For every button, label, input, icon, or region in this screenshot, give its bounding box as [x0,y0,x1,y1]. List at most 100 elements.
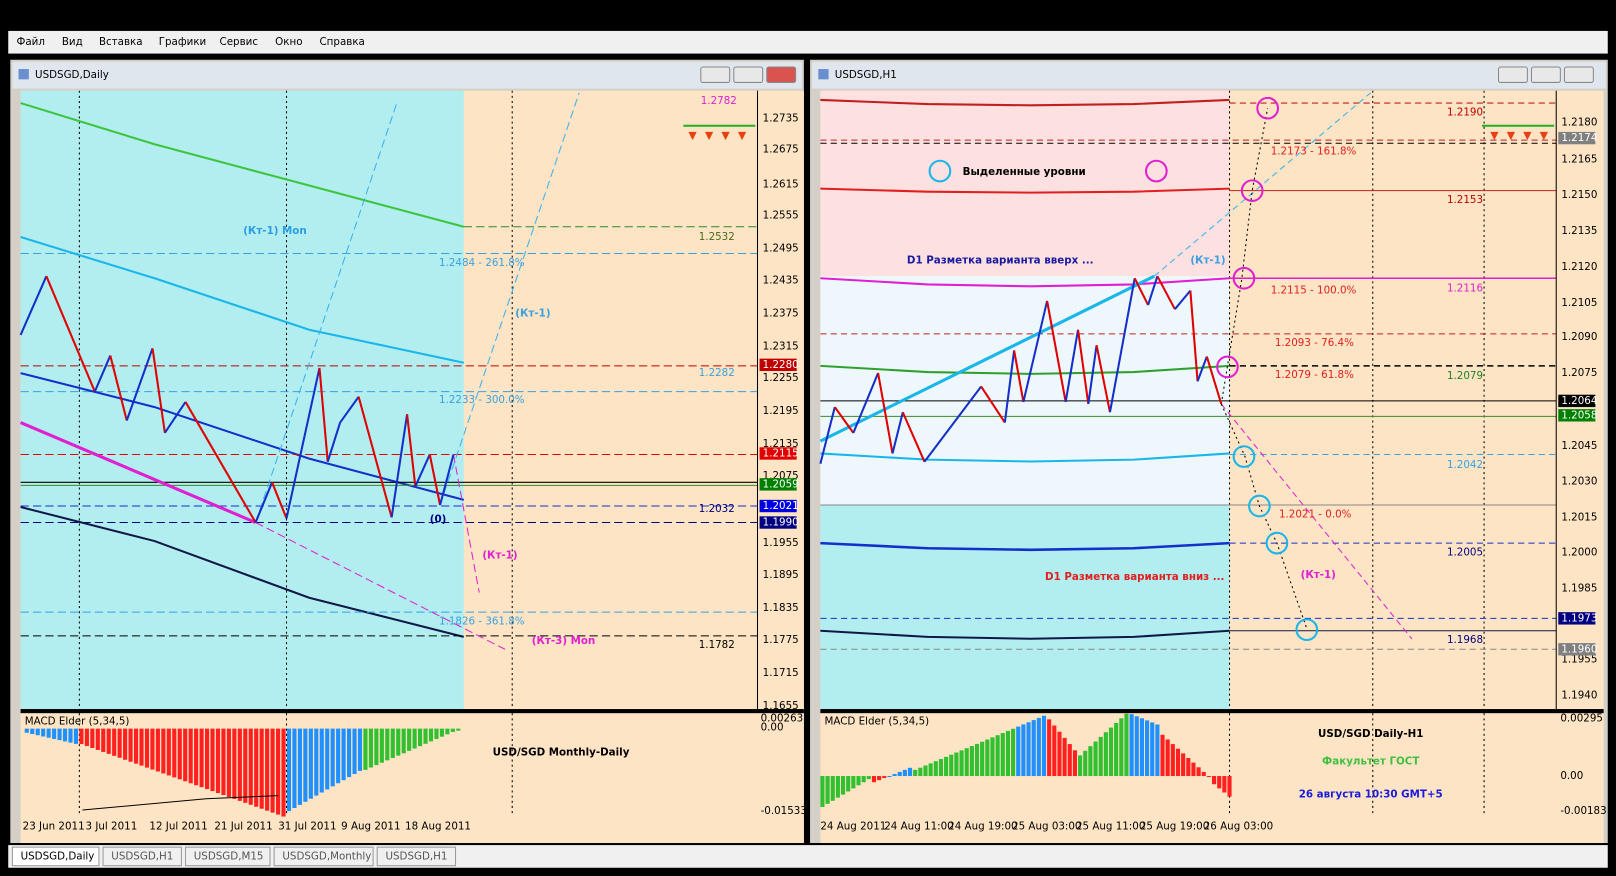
line [151,348,166,433]
window-icon [18,69,29,80]
indicator-bar [1052,725,1057,777]
indicator-bar [308,728,313,799]
price-axis-label: 1.1955 [763,537,799,549]
time-axis-label: 25 Aug 19:00 [1140,821,1209,833]
price-axis-label: 1.2180 [1561,117,1597,129]
indicator-bar [892,773,897,777]
left-title-bar [12,61,802,89]
curve [1220,108,1269,405]
window-button[interactable] [766,66,797,83]
time-axis-label: 18 Aug 2011 [405,821,471,833]
indicator-bar [1145,720,1150,777]
drawing: Файл Вид Вставка Графики Сервис Окно Справка US… [11,36,1607,867]
tab[interactable] [376,846,457,867]
caption: USD/SGD Monthly-Daily [493,746,630,758]
window-button[interactable] [733,66,764,83]
indicator-bar [390,728,395,758]
indicator-bar [1186,757,1191,777]
price-axis-label: 1.2675 [763,143,799,155]
line [833,406,855,434]
indicator-bar [423,728,428,744]
indicator-bar [357,728,363,771]
line [1147,275,1159,306]
tab[interactable] [273,846,374,867]
price-axis-label: 1.1955 [1561,654,1597,666]
arrow-icon [1506,131,1515,141]
line [1046,300,1067,403]
indicator-scale: 0.00 [1560,770,1583,782]
indicator-bar [24,728,29,733]
annotation: 1.2116 [1447,283,1483,295]
tab[interactable] [102,846,182,867]
menu-item[interactable]: Сервис [220,36,259,48]
price-tag [1558,612,1596,625]
time-axis-label: 25 Aug 11:00 [1076,821,1145,833]
indicator-bar [907,767,913,777]
indicator-bar [73,728,79,744]
price-tag [759,478,797,491]
price-tag [759,447,797,460]
caption: Факультет ГОСТ [1322,756,1419,768]
time-axis-label: 25 Aug 03:00 [1012,821,1081,833]
indicator-bar [938,759,944,777]
indicator-bar [949,754,954,777]
indicator-bar [221,728,226,795]
indicator-bar [985,739,990,777]
line [1095,345,1111,413]
indicator-bar [194,728,199,786]
line [357,396,393,518]
menu-item[interactable]: Файл [16,36,44,48]
caption: 26 августа 10:30 GMT+5 [1299,789,1443,801]
curve [20,102,465,228]
window-button[interactable] [700,66,731,83]
annotation: 1.2782 [701,95,737,107]
indicator-bar [1160,734,1165,777]
menu-item[interactable]: Вставка [99,36,143,48]
indicator-bar [969,746,974,777]
line [93,355,112,393]
window-button[interactable] [1497,66,1528,83]
line [891,411,904,454]
menu-item[interactable]: Вид [62,36,83,48]
price-tag-label: 1.1990 [763,517,799,529]
annotation: 1.2079 - 61.8% [1275,369,1354,381]
menu-item[interactable]: Окно [275,36,302,48]
left-separator [20,709,804,714]
tab[interactable] [11,846,100,867]
line [164,401,187,434]
price-tag-label: 1.1973 [1561,612,1597,624]
caption: USD/SGD Daily-H1 [1318,728,1423,740]
line [1133,277,1150,306]
line [1087,345,1098,405]
indicator-bar [204,728,210,790]
curve [820,98,1230,107]
price-tag-label: 1.2058 [1561,409,1597,421]
menu-item[interactable]: Графики [159,36,207,48]
indicator-bar [368,728,373,768]
indicator-bar [188,728,193,784]
indicator-bar [128,728,133,762]
indicator-bar [450,728,455,732]
indicator-bar [95,728,100,750]
arrow-icon [688,131,697,141]
price-tag [1558,394,1596,408]
indicator-bar [434,728,439,740]
menu-item[interactable]: Справка [319,36,364,48]
indicator-bar [117,728,122,758]
indicator-bar [215,728,221,794]
indicator-bar [1005,730,1010,777]
indicator-bar [183,728,188,782]
indicator-bar [347,728,352,778]
indicator-bar [265,728,270,811]
indicator-bar [846,776,851,792]
indicator-bar [871,776,877,783]
line [1076,329,1090,405]
window-button[interactable] [1530,66,1561,83]
curve [1220,403,1308,629]
line [184,401,257,524]
line [125,347,154,421]
tab[interactable] [184,846,271,867]
window-button[interactable] [1563,66,1594,83]
price-axis-label: 1.2045 [1561,440,1597,452]
